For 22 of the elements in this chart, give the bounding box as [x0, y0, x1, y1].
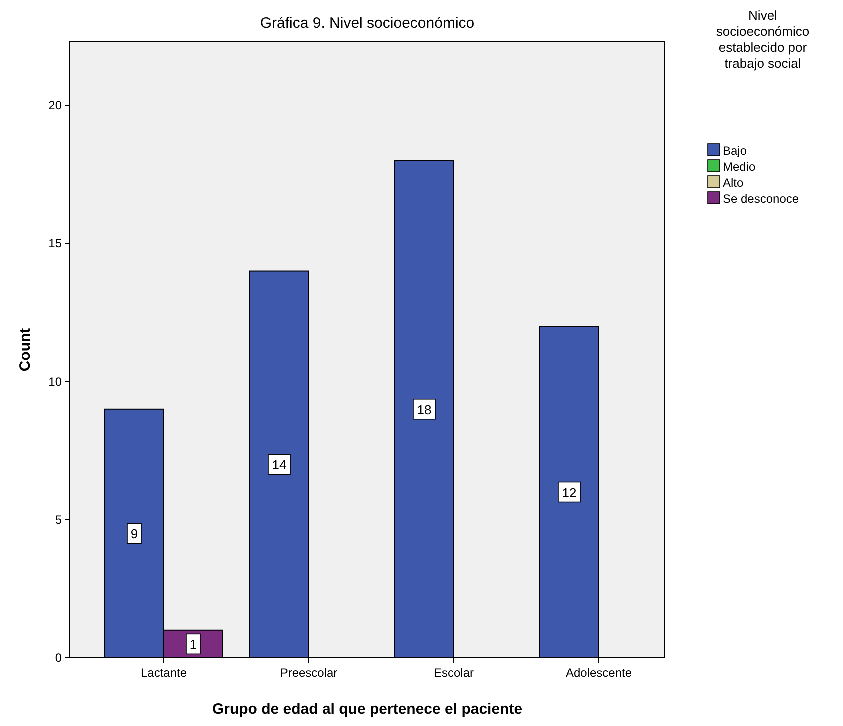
legend-label: Bajo: [723, 144, 748, 158]
y-tick-label: 5: [55, 512, 62, 527]
legend-label: Alto: [723, 176, 744, 190]
x-tick-label: Escolar: [434, 666, 474, 680]
x-tick-label: Adolescente: [566, 666, 632, 680]
data-label: 9: [130, 526, 138, 542]
x-tick-label: Lactante: [140, 666, 188, 680]
y-tick-label: 15: [48, 236, 62, 251]
chart-title: Gráfica 9. Nivel socioeconómico: [260, 15, 475, 32]
x-tick-label: Preescolar: [280, 666, 338, 680]
data-label: 1: [190, 637, 198, 652]
data-label: 18: [417, 402, 432, 418]
data-label: 12: [562, 485, 577, 500]
y-tick-label: 20: [48, 98, 62, 113]
legend-label: Se desconoce: [723, 192, 800, 206]
legend-title: Nivel socioeconómico establecido por trabajo social: [716, 8, 810, 71]
y-tick-label: 0: [55, 651, 62, 665]
data-label: 14: [272, 458, 287, 473]
y-tick-label: 10: [48, 374, 62, 389]
y-axis-title: Count: [17, 328, 34, 372]
x-axis-title: Grupo de edad al que pertenece el paciente: [212, 701, 523, 718]
legend-label: Medio: [723, 160, 756, 174]
